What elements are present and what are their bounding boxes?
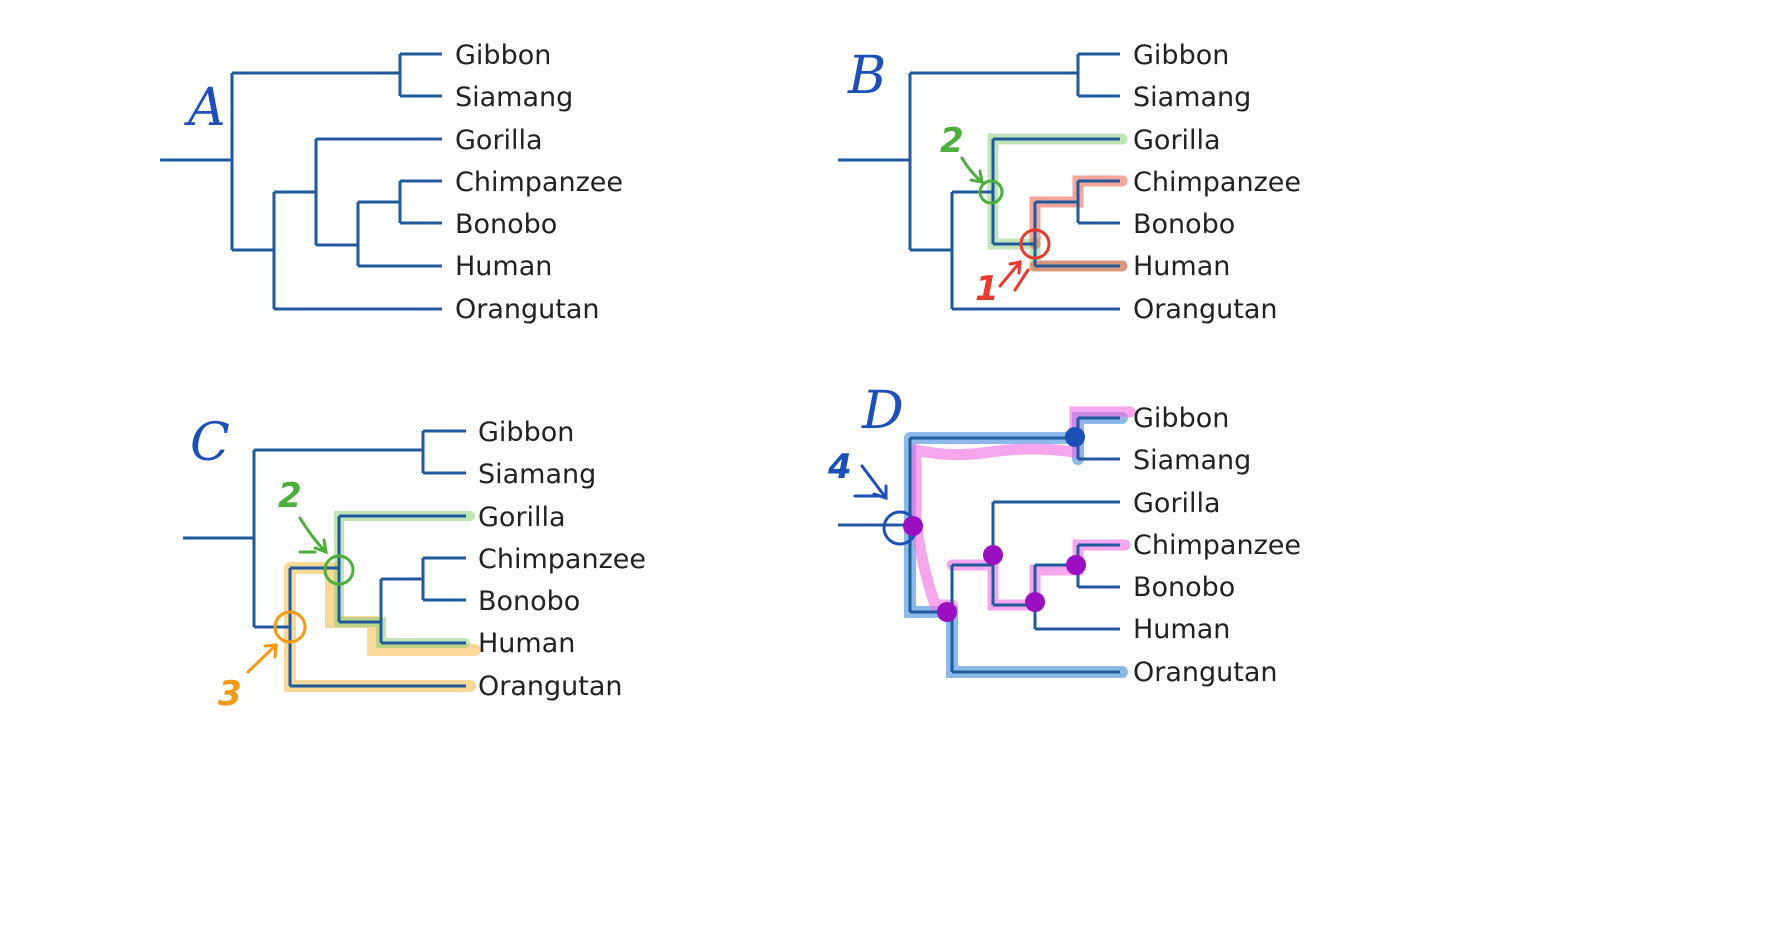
- node-dot-african-apes: [983, 545, 1003, 565]
- tip-gorilla: Gorilla: [1133, 125, 1221, 156]
- node-circle-1: [1019, 228, 1051, 260]
- mark-label-2: 2: [278, 476, 302, 516]
- tip-human: Human: [1133, 614, 1230, 645]
- tip-orangutan: Orangutan: [1133, 294, 1278, 325]
- node-circle-3: [273, 610, 307, 644]
- tip-bonobo: Bonobo: [1133, 209, 1235, 240]
- tip-bonobo: Bonobo: [478, 586, 580, 617]
- panel-c: C 2 3 Gibbon Siamang Gorilla Chimpanzee …: [183, 413, 646, 714]
- panel-a-tree: [160, 52, 442, 311]
- node-dot-chimp-bonobo: [1066, 555, 1086, 575]
- panel-b-tree: [838, 52, 1120, 311]
- node-circle-2: [323, 554, 355, 586]
- tip-chimpanzee: Chimpanzee: [1133, 167, 1301, 198]
- panel-a: A Gibbon Siamang Gorilla Chimpanzee Bono…: [160, 40, 623, 325]
- panel-a-tip-labels: Gibbon Siamang Gorilla Chimpanzee Bonobo…: [455, 40, 623, 325]
- arrow-2-icon: [298, 516, 328, 555]
- tip-gorilla: Gorilla: [1133, 488, 1221, 519]
- panel-b-letter: B: [847, 46, 886, 106]
- node-dot-human-chimp: [1025, 592, 1045, 612]
- tip-gibbon: Gibbon: [478, 417, 574, 448]
- panel-d: D 4 Gibbon Siamang Gorilla Chimpanzee Bo…: [827, 381, 1301, 688]
- tip-human: Human: [1133, 251, 1230, 282]
- panel-b: B 2 1 Gibbon Siamang Gorilla Chimpanzee …: [838, 40, 1301, 325]
- panel-c-tree: [183, 429, 466, 688]
- node-circle-2: [978, 179, 1004, 205]
- tip-human: Human: [478, 628, 575, 659]
- panel-c-tip-labels: Gibbon Siamang Gorilla Chimpanzee Bonobo…: [478, 417, 646, 702]
- tip-siamang: Siamang: [1133, 445, 1251, 476]
- tip-siamang: Siamang: [478, 459, 596, 490]
- tip-siamang: Siamang: [1133, 82, 1251, 113]
- mark-label-1: 1: [975, 269, 999, 309]
- node-dot-great-apes: [937, 602, 957, 622]
- tip-orangutan: Orangutan: [478, 671, 623, 702]
- arrow-4-icon: [853, 464, 888, 501]
- tip-bonobo: Bonobo: [1133, 572, 1235, 603]
- tip-human: Human: [455, 251, 552, 282]
- tip-orangutan: Orangutan: [455, 294, 600, 325]
- mark-label-4: 4: [827, 447, 852, 487]
- tip-gibbon: Gibbon: [455, 40, 551, 71]
- tip-orangutan: Orangutan: [1133, 657, 1278, 688]
- tip-gorilla: Gorilla: [478, 502, 566, 533]
- tip-chimpanzee: Chimpanzee: [455, 167, 623, 198]
- mark-label-3: 3: [218, 674, 242, 714]
- node-dot-gibbon-siamang: [1065, 427, 1085, 447]
- mark-label-2: 2: [940, 121, 964, 161]
- tip-bonobo: Bonobo: [455, 209, 557, 240]
- tip-chimpanzee: Chimpanzee: [1133, 530, 1301, 561]
- arrow-3-icon: [246, 643, 278, 674]
- panel-d-letter: D: [861, 381, 904, 441]
- tip-siamang: Siamang: [455, 82, 573, 113]
- arrow-1-icon: [998, 260, 1030, 292]
- node-dot-root: [903, 516, 923, 536]
- panel-c-letter: C: [190, 413, 230, 473]
- tip-gorilla: Gorilla: [455, 125, 543, 156]
- panel-b-tip-labels: Gibbon Siamang Gorilla Chimpanzee Bonobo…: [1133, 40, 1301, 325]
- tip-gibbon: Gibbon: [1133, 40, 1229, 71]
- panel-a-letter: A: [184, 78, 226, 138]
- arrow-2-icon: [960, 156, 984, 184]
- tip-gibbon: Gibbon: [1133, 403, 1229, 434]
- panel-d-tip-labels: Gibbon Siamang Gorilla Chimpanzee Bonobo…: [1133, 403, 1301, 688]
- tip-chimpanzee: Chimpanzee: [478, 544, 646, 575]
